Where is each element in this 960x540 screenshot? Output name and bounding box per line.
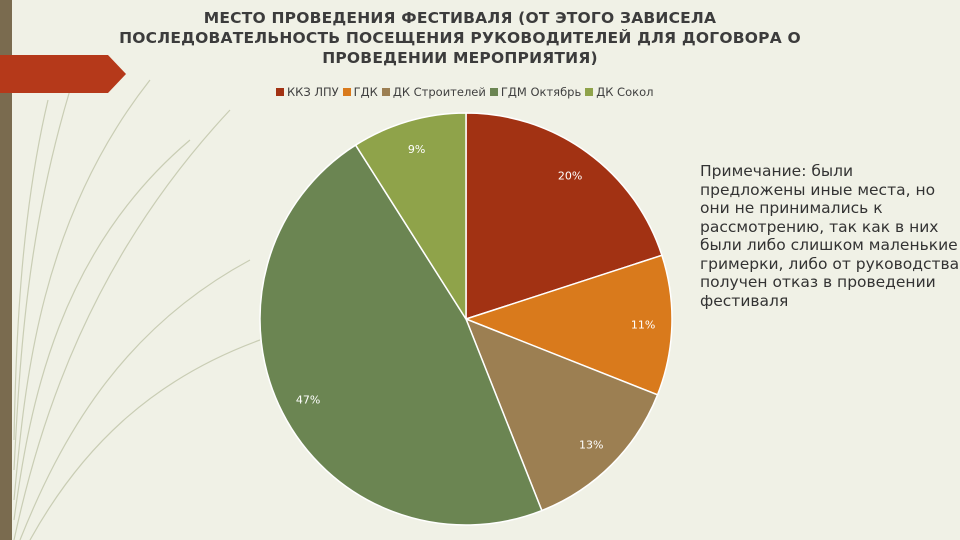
- slice-data-label: 20%: [558, 170, 582, 183]
- legend-swatch: [585, 88, 594, 96]
- pie-slice: [464, 317, 659, 512]
- legend-item: ККЗ ЛПУ: [276, 85, 339, 99]
- chart-legend: ККЗ ЛПУ ГДК ДК Строителей ГДМ Октябрь ДК Сок…: [276, 84, 657, 100]
- title-accent-tab: [0, 55, 126, 93]
- chart-title: МЕСТО ПРОВЕДЕНИЯ ФЕСТИВАЛЯ (ОТ ЭТОГО ЗАВ…: [119, 9, 801, 67]
- slice-data-label: 47%: [296, 393, 320, 406]
- legend-label: ДК Сокол: [596, 85, 654, 99]
- slice-data-label: 13%: [579, 438, 603, 451]
- legend-label: ГДМ Октябрь: [500, 85, 582, 99]
- legend-label: ДК Строителей: [392, 85, 486, 99]
- pie-slice: [465, 112, 663, 321]
- legend-swatch: [276, 88, 284, 96]
- legend-label: ГДК: [353, 85, 378, 99]
- legend-label: ККЗ ЛПУ: [287, 85, 339, 99]
- legend-swatch: [342, 88, 351, 96]
- legend-item: ГДК: [342, 85, 378, 99]
- pie-slice: [259, 144, 543, 526]
- legend-item: ДК Строителей: [381, 85, 486, 99]
- legend-item: ГДМ Октябрь: [489, 85, 582, 99]
- left-accent-bar: [0, 0, 12, 540]
- note-text: Примечание: были предложены иные места, …: [700, 162, 960, 310]
- legend-swatch: [381, 88, 390, 96]
- decorative-grass-lines: [13, 79, 260, 540]
- pie-slice: [463, 254, 673, 396]
- legend-item: ДК Сокол: [585, 85, 653, 99]
- slice-data-label: 9%: [408, 143, 425, 156]
- slice-data-label: 11%: [631, 319, 655, 332]
- legend-swatch: [489, 88, 498, 96]
- pie-slice: [354, 112, 467, 322]
